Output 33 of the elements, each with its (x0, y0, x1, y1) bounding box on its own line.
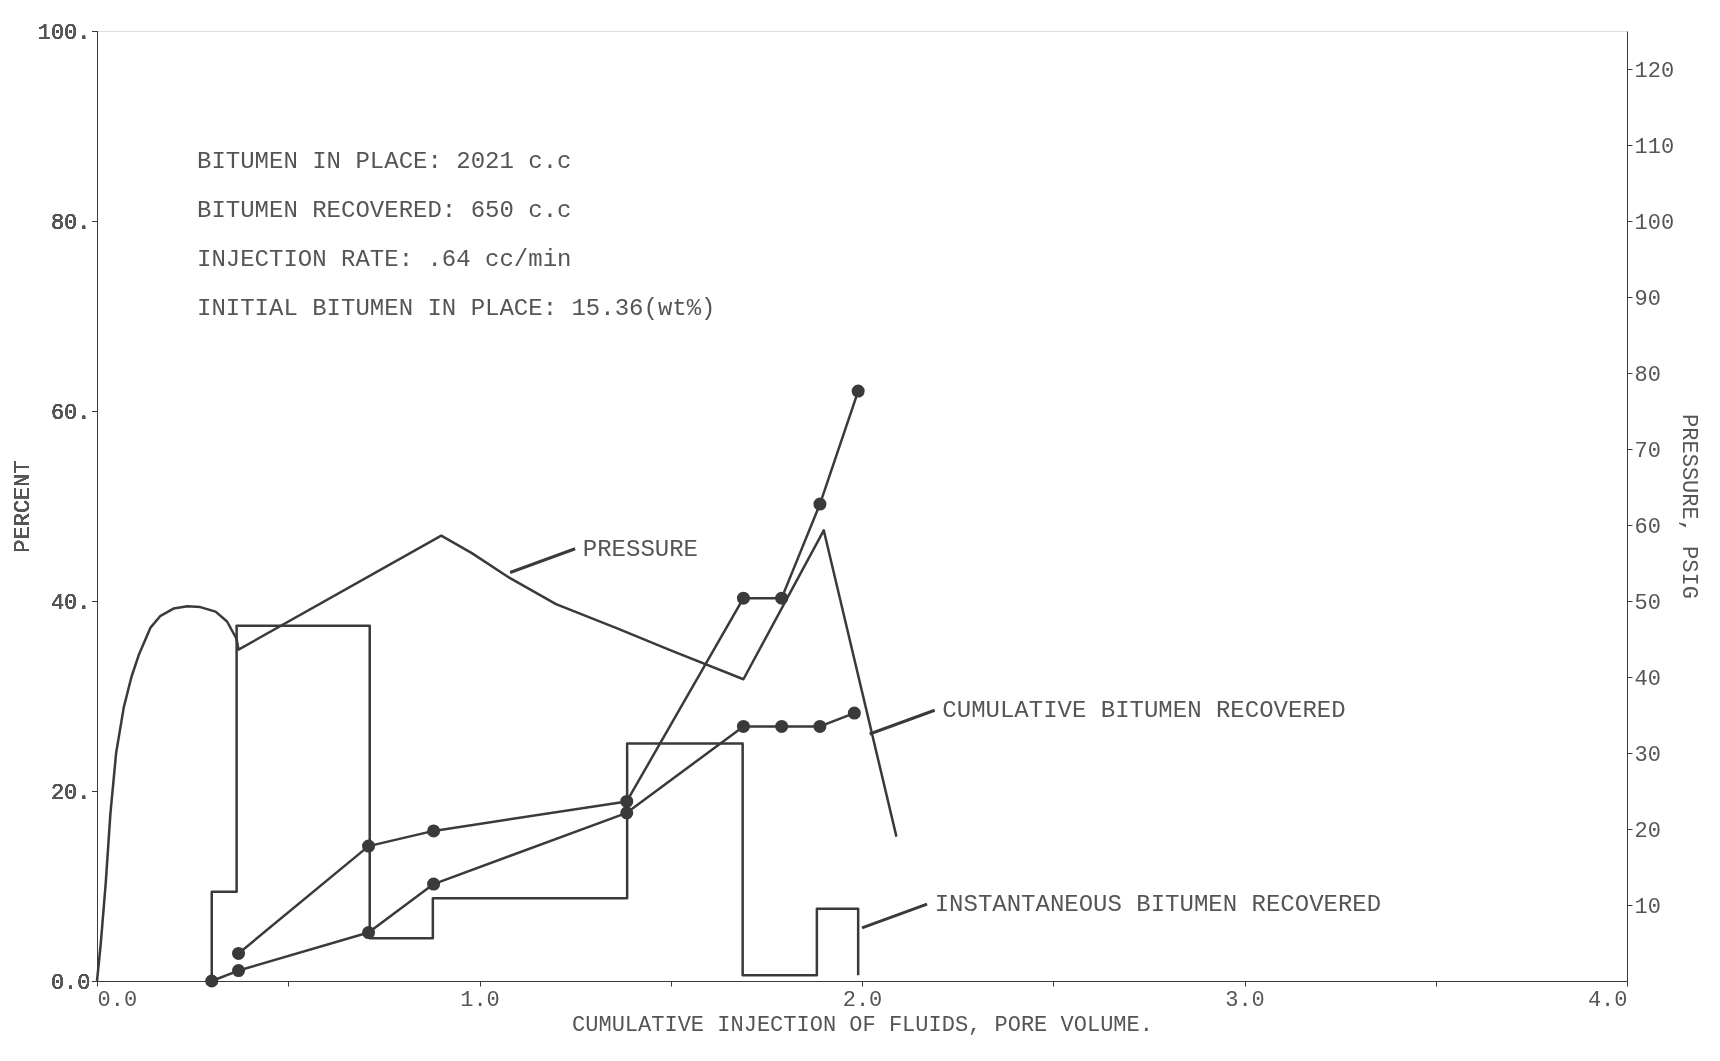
annotation: PRESSURE (582, 535, 698, 563)
x-tick-label: 2.0 (842, 987, 883, 1013)
y2-tick-label: 120 (1634, 58, 1675, 84)
y-tick-label: 60. (50, 400, 91, 426)
x-tick-label: 4.0 (1587, 987, 1628, 1013)
y2-tick-label: 70 (1634, 438, 1661, 464)
annotation: BITUMEN IN PLACE: 2021 c.c (197, 147, 572, 175)
y-axis-title: PERCENT (10, 460, 36, 553)
y-tick-label: 40. (50, 590, 91, 616)
y2-tick-label: 10 (1634, 894, 1661, 920)
y2-tick-label: 60 (1634, 514, 1661, 540)
y2-axis-title: PRESSURE, PSIG (1676, 414, 1702, 599)
annotation: INJECTION RATE: .64 cc/min (197, 245, 572, 273)
x-tick-label: 0.0 (97, 987, 138, 1013)
y2-tick-label: 100 (1634, 210, 1675, 236)
y2-tick-label: 50 (1634, 590, 1661, 616)
y-tick-label: 80. (50, 210, 91, 236)
y-tick-label: 0.0 (50, 970, 91, 996)
annotation: CUMULATIVE BITUMEN RECOVERED (942, 697, 1346, 725)
y2-tick-label: 20 (1634, 818, 1661, 844)
y-tick-label: 20. (50, 780, 91, 806)
y2-tick-label: 90 (1634, 286, 1661, 312)
annotation: BITUMEN RECOVERED: 650 c.c (197, 196, 572, 224)
y-tick-label: 100. (37, 20, 91, 46)
y2-tick-label: 80 (1634, 362, 1661, 388)
annotation: INSTANTANEOUS BITUMEN RECOVERED (934, 891, 1382, 919)
x-axis-title: CUMULATIVE INJECTION OF FLUIDS, PORE VOLUME. (572, 1012, 1153, 1038)
x-tick-label: 1.0 (460, 987, 500, 1013)
y2-tick-label: 30 (1634, 742, 1661, 768)
x-tick-label: 3.0 (1225, 987, 1265, 1013)
y2-tick-label: 40 (1634, 666, 1661, 692)
y2-tick-label: 110 (1634, 134, 1675, 160)
annotation: INITIAL BITUMEN IN PLACE: 15.36(wt%) (197, 294, 716, 322)
